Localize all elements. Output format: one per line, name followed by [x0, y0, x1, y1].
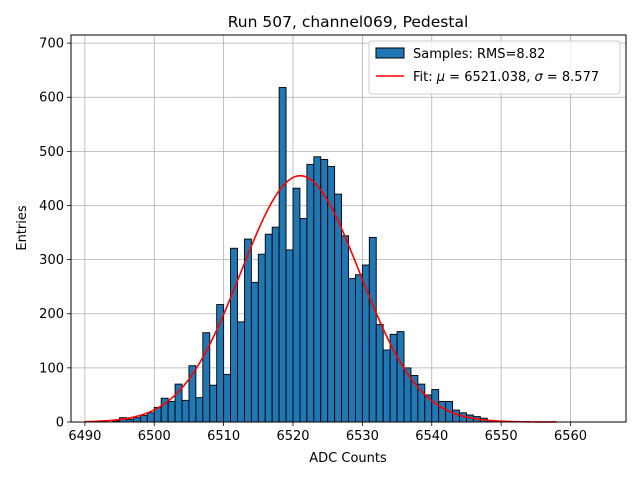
- x-tick-label: 6540: [415, 429, 448, 444]
- x-tick-label: 6520: [276, 429, 309, 444]
- histogram-bar: [396, 331, 405, 423]
- x-axis-ticks: 6490 6500 6510 6520 6530 6540 6550 6560: [68, 422, 587, 444]
- histogram-bar: [375, 324, 384, 423]
- y-axis-ticks: 0 100 200 300 400 500 600 700: [39, 37, 71, 431]
- histogram-bar: [327, 166, 336, 423]
- x-tick-label: 6530: [346, 429, 379, 444]
- legend-fit-mu-symbol: μ: [436, 70, 445, 85]
- y-tick-label: 600: [39, 91, 64, 106]
- histogram-bar: [195, 397, 204, 423]
- legend-fit-mu-value: = 6521.038,: [445, 70, 534, 85]
- histogram-bar: [306, 163, 315, 423]
- histogram-bar: [181, 399, 190, 423]
- legend-histogram-swatch: [375, 47, 405, 59]
- plot-frame: [70, 34, 627, 423]
- y-tick-label: 200: [39, 307, 64, 322]
- x-tick-label: 6510: [207, 429, 240, 444]
- histogram-bar: [313, 156, 322, 423]
- histogram-bar: [368, 236, 377, 423]
- y-tick-label: 700: [39, 37, 64, 52]
- histogram-bar: [139, 415, 148, 423]
- histogram-bars: [112, 87, 509, 423]
- legend-box: [368, 40, 621, 95]
- histogram-bar: [237, 321, 245, 423]
- legend: Samples: RMS=8.82 Fit: μ = 6521.038, σ =…: [368, 40, 621, 95]
- y-tick-label: 300: [39, 253, 64, 268]
- x-tick-label: 6490: [68, 429, 101, 444]
- histogram-bar: [354, 274, 363, 423]
- histogram-bar: [257, 253, 266, 423]
- histogram-bar: [223, 373, 232, 423]
- grid-lines: [71, 35, 626, 423]
- legend-histogram-label: Samples: RMS=8.82: [413, 47, 545, 62]
- histogram-bar: [389, 333, 398, 423]
- legend-fit-sigma-symbol: σ: [535, 70, 544, 85]
- legend-fit-label: Fit: μ = 6521.038, σ = 8.577: [413, 70, 599, 85]
- histogram-bar: [250, 281, 259, 423]
- y-tick-label: 0: [56, 416, 64, 431]
- histogram-bar: [271, 226, 280, 423]
- histogram-bar: [132, 417, 141, 423]
- histogram-bar: [146, 412, 155, 423]
- histogram-bar: [278, 87, 287, 423]
- x-tick-label: 6560: [554, 429, 587, 444]
- histogram-bar: [341, 235, 349, 423]
- y-axis-title: Entries: [15, 205, 30, 251]
- histogram-bar: [417, 383, 426, 423]
- chart-title: Run 507, channel069, Pedestal: [228, 13, 469, 31]
- y-tick-label: 400: [39, 199, 64, 214]
- y-tick-label: 100: [39, 361, 64, 376]
- histogram-bar: [264, 233, 273, 423]
- legend-fit-prefix: Fit:: [413, 70, 437, 85]
- histogram-bar: [438, 400, 447, 423]
- x-axis-title: ADC Counts: [309, 451, 387, 466]
- histogram-bar: [382, 349, 391, 423]
- histogram-bar: [167, 400, 176, 423]
- legend-fit-sigma-value: = 8.577: [543, 70, 599, 85]
- histogram-bar: [230, 247, 238, 423]
- histogram-bar: [348, 278, 356, 423]
- x-tick-label: 6500: [138, 429, 171, 444]
- x-tick-label: 6550: [485, 429, 518, 444]
- histogram-bar: [299, 218, 308, 423]
- histogram-bar: [452, 409, 460, 423]
- histogram-bar: [285, 249, 294, 423]
- histogram-bar: [334, 193, 343, 423]
- histogram-bar: [209, 384, 218, 423]
- y-tick-label: 500: [39, 145, 64, 160]
- histogram-bar: [243, 238, 252, 423]
- gaussian-fit-curve: [84, 174, 557, 423]
- histogram-bar: [292, 187, 301, 423]
